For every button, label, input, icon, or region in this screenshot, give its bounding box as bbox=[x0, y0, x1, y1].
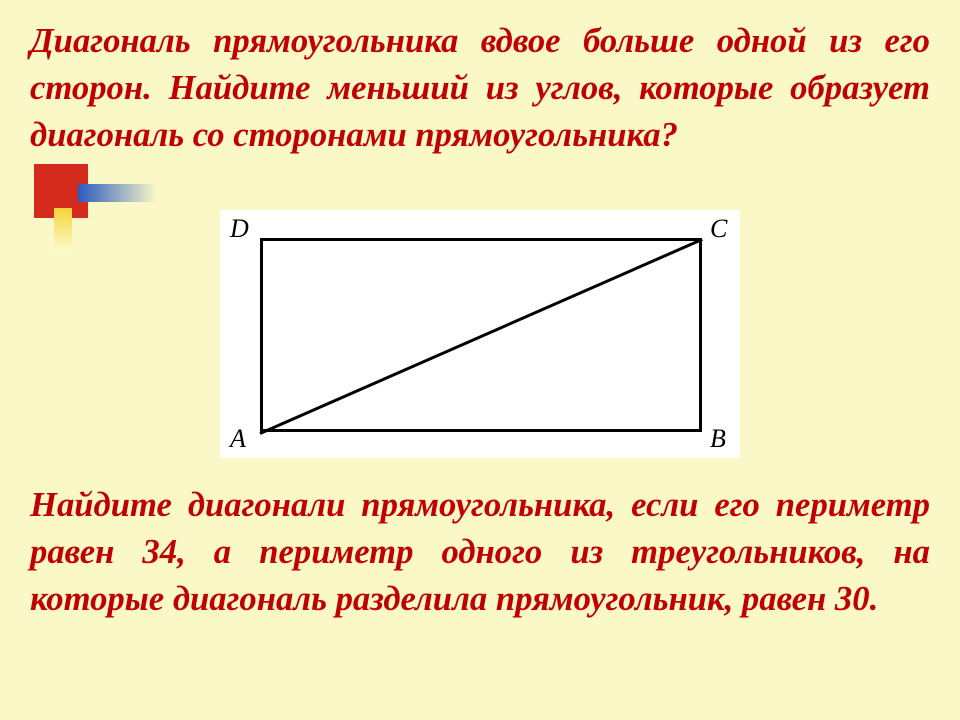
vertex-label-D: D bbox=[230, 214, 249, 244]
rectangle-figure: D C A B bbox=[220, 210, 740, 458]
vertex-label-C: C bbox=[710, 214, 727, 244]
vertex-label-A: A bbox=[230, 424, 246, 454]
content-area: Диагональ прямоугольника вдвое больше од… bbox=[0, 0, 960, 720]
vertex-label-B: B bbox=[710, 424, 726, 454]
slide: Диагональ прямоугольника вдвое больше од… bbox=[0, 0, 960, 720]
problem-1-text: Диагональ прямоугольника вдвое больше од… bbox=[30, 18, 930, 158]
figure-container: D C A B bbox=[30, 210, 930, 458]
problem-2-text: Найдите диагонали прямоугольника, если е… bbox=[30, 482, 930, 622]
